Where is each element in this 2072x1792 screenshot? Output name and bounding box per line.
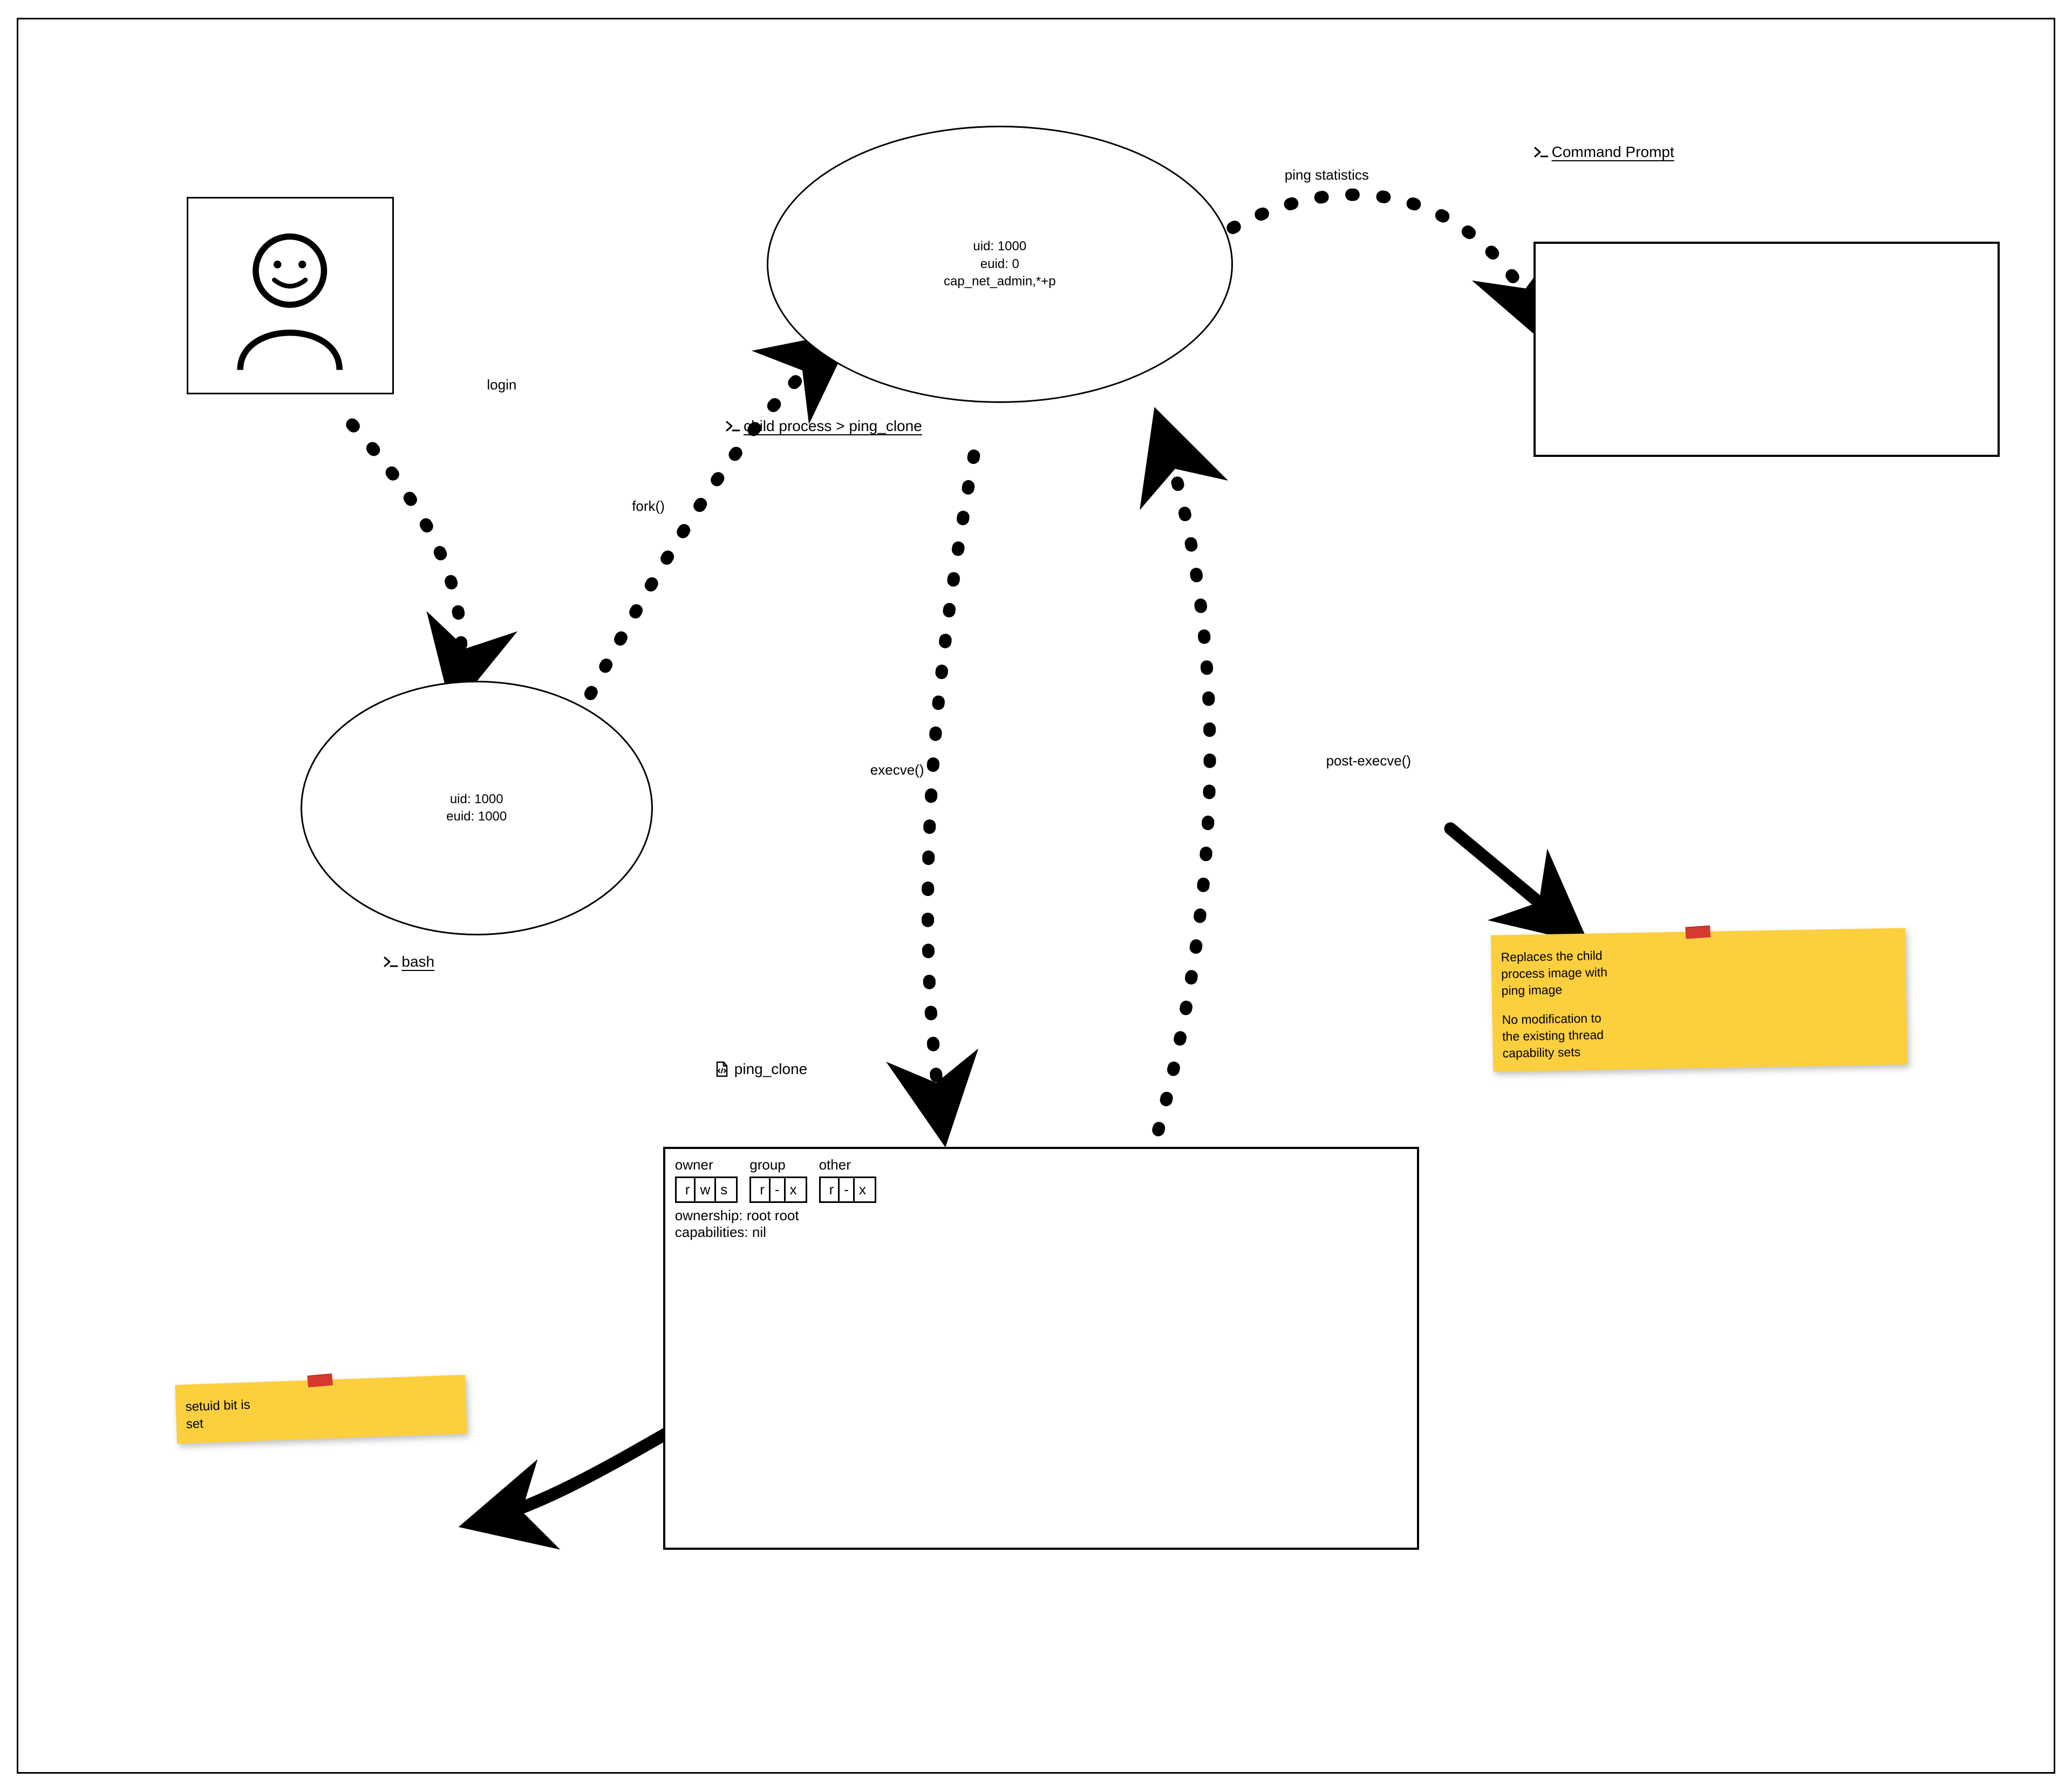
file-capabilities-label: capabilities: xyxy=(675,1224,748,1240)
child-uid: uid: 1000 xyxy=(973,238,1026,255)
child-euid: euid: 0 xyxy=(980,256,1019,273)
prompt-icon xyxy=(725,420,740,432)
perm-group-owner: owner r w s xyxy=(675,1157,738,1203)
bash-euid: euid: 1000 xyxy=(446,808,507,825)
perm-bit: x xyxy=(786,1181,801,1198)
bash-node: uid: 1000 euid: 1000 xyxy=(301,681,653,935)
edge-label-stats: ping statistics xyxy=(1285,167,1369,183)
sticky-setuid: setuid bit is set xyxy=(175,1374,467,1443)
file-capabilities-value: nil xyxy=(752,1224,766,1240)
code-file-icon xyxy=(715,1061,729,1077)
perm-bit: r xyxy=(681,1181,694,1198)
perm-box-owner: r w s xyxy=(675,1177,738,1203)
file-ownership: ownership: root root xyxy=(675,1207,1408,1224)
perm-bit: r xyxy=(755,1181,769,1198)
perm-bit: - xyxy=(771,1181,784,1198)
perm-group-label: owner xyxy=(675,1157,713,1173)
bash-label: bash xyxy=(383,953,434,970)
child-node: uid: 1000 euid: 0 cap_net_admin,*+p xyxy=(767,126,1233,403)
user-node xyxy=(187,197,394,394)
bash-label-text: bash xyxy=(401,953,434,970)
prompt-icon xyxy=(383,956,398,968)
user-icon xyxy=(208,218,371,373)
perm-group-other: other r - x xyxy=(819,1157,876,1203)
child-label-text: child process > ping_clone xyxy=(744,418,922,435)
cmd-prompt-node xyxy=(1533,242,2000,457)
cmd-prompt-title-text: Command Prompt xyxy=(1552,143,1674,161)
child-caps: cap_net_admin,*+p xyxy=(944,273,1056,290)
edge-label-execve: execve() xyxy=(870,762,924,778)
diagram-canvas: uid: 1000 euid: 1000 bash uid: 1000 euid… xyxy=(0,0,2072,1792)
perm-group-group: group r - x xyxy=(749,1157,807,1203)
file-capabilities: capabilities: nil xyxy=(675,1224,1408,1241)
perm-group-label: group xyxy=(749,1157,786,1173)
edge-label-postexecve: post-execve() xyxy=(1326,753,1412,769)
tape-icon xyxy=(1685,926,1710,939)
perm-bit: r xyxy=(825,1181,839,1198)
perm-bit: w xyxy=(696,1181,714,1198)
perm-box-other: r - x xyxy=(819,1177,876,1203)
tape-icon xyxy=(307,1373,333,1387)
perm-box-group: r - x xyxy=(749,1177,807,1203)
file-header: ping_clone xyxy=(715,1061,807,1078)
sticky-postexecve: Replaces the child process image with pi… xyxy=(1491,928,1907,1072)
edge-label-fork: fork() xyxy=(632,498,665,515)
perm-groups: owner r w s group r - xyxy=(675,1157,1408,1203)
edge-label-login: login xyxy=(487,377,516,393)
file-header-text: ping_clone xyxy=(734,1061,807,1078)
perm-bit-setuid: s xyxy=(716,1181,732,1198)
file-node: owner r w s group r - xyxy=(663,1147,1420,1550)
perm-bit: x xyxy=(855,1181,870,1198)
bash-uid: uid: 1000 xyxy=(450,791,503,808)
file-ownership-value: root root xyxy=(747,1207,799,1223)
prompt-icon xyxy=(1533,146,1549,158)
perm-bit: - xyxy=(840,1181,853,1198)
perm-group-label: other xyxy=(819,1157,851,1173)
child-label: child process > ping_clone xyxy=(725,418,922,435)
cmd-prompt-title: Command Prompt xyxy=(1533,143,1674,161)
file-ownership-label: ownership: xyxy=(675,1207,743,1223)
